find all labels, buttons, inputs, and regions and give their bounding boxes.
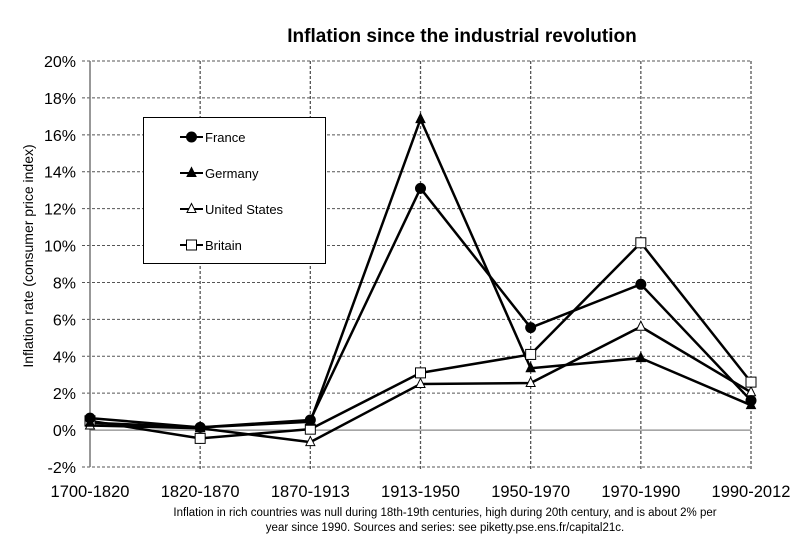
series-lines: [84, 112, 757, 447]
data-point-square: [194, 432, 206, 444]
data-point-triangle: [635, 351, 647, 363]
data-point-square: [415, 367, 426, 379]
x-tick-label: 1950-1970: [491, 483, 570, 501]
data-point-circle: [186, 131, 197, 143]
x-tick-label: 1913-1950: [381, 483, 460, 501]
legend-label: Germany: [205, 166, 259, 181]
legend-label: Britain: [205, 238, 242, 253]
data-point-triangle: [186, 166, 197, 177]
y-tick-label: 20%: [44, 54, 76, 71]
x-tick-label: 1870-1913: [271, 483, 350, 501]
caption: Inflation in rich countries was null dur…: [100, 506, 790, 536]
data-point-triangle-open: [525, 376, 536, 388]
data-point-circle: [194, 421, 206, 433]
caption-line-2: year since 1990. Sources and series: see…: [265, 522, 625, 534]
y-tick-label: 0%: [53, 423, 76, 440]
data-point-square: [186, 239, 197, 251]
y-tick-label: 8%: [53, 275, 76, 292]
y-tick-label: 14%: [44, 165, 76, 182]
y-tick-label: 16%: [44, 128, 76, 145]
y-tick-label: 6%: [53, 312, 76, 329]
y-tick-label: -2%: [48, 460, 76, 477]
data-point-triangle-open: [305, 435, 316, 447]
chart: Inflation since the industrial revolutio…: [20, 26, 791, 501]
y-tick-label: 2%: [53, 386, 76, 403]
chart-title: Inflation since the industrial revolutio…: [287, 26, 636, 47]
x-tick-label: 1970-1990: [601, 483, 680, 501]
data-point-circle: [415, 182, 426, 194]
data-point-square: [745, 376, 757, 388]
legend: France Germany United States Britain: [143, 117, 326, 264]
data-point-circle: [745, 395, 757, 407]
x-tick-labels: 1700-1820 1820-1870 1870-1913 1913-1950 1950…: [51, 483, 791, 501]
y-tick-label: 12%: [44, 202, 76, 219]
y-tick-label: 18%: [44, 91, 76, 108]
y-tick-labels: -2% 0% 2% 4% 6% 8% 10% 12% 14% 16% 18% 20%: [44, 54, 76, 477]
y-tick-label: 4%: [53, 349, 76, 366]
y-axis-label: Inflation rate (consumer price index): [20, 144, 36, 367]
legend-box: [143, 117, 326, 264]
caption-line-1: Inflation in rich countries was null dur…: [173, 507, 717, 519]
data-point-circle: [84, 412, 96, 424]
legend-label: United States: [205, 202, 284, 217]
data-point-square: [635, 237, 647, 249]
x-tick-label: 1700-1820: [51, 483, 130, 501]
data-point-circle: [635, 278, 647, 290]
y-tick-label: 10%: [44, 239, 76, 256]
data-point-triangle-open: [415, 377, 426, 388]
data-point-square: [525, 348, 537, 360]
data-point-circle: [525, 322, 537, 334]
data-point-triangle-open: [635, 320, 647, 331]
data-point-triangle: [415, 112, 426, 124]
legend-label: France: [205, 130, 245, 145]
data-point-circle: [304, 414, 316, 426]
data-point-triangle-open: [186, 202, 197, 213]
x-tick-label: 1820-1870: [161, 483, 240, 501]
x-tick-label: 1990-2012: [712, 483, 791, 501]
data-point-triangle: [525, 361, 536, 373]
